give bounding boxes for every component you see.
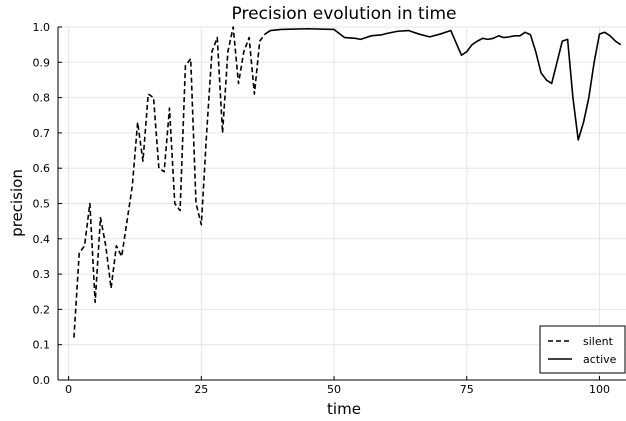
x-tick-label: 75 bbox=[460, 383, 474, 396]
y-tick-label: 1.0 bbox=[33, 21, 51, 34]
y-tick-label: 0.4 bbox=[33, 233, 51, 246]
y-tick-label: 0.6 bbox=[33, 162, 51, 175]
x-tick-label: 100 bbox=[589, 383, 610, 396]
y-tick-label: 0.2 bbox=[33, 303, 51, 316]
y-tick-label: 0.8 bbox=[33, 92, 51, 105]
series-line-silent bbox=[73, 26, 266, 338]
y-tick-label: 0.7 bbox=[33, 127, 51, 140]
x-tick-label: 25 bbox=[194, 383, 208, 396]
series-layer bbox=[73, 26, 622, 338]
legend: silent active bbox=[539, 325, 626, 374]
x-axis-title: time bbox=[327, 400, 361, 418]
legend-label-silent: silent bbox=[583, 335, 614, 348]
legend-box bbox=[539, 325, 626, 374]
axes: 0 25 50 75 100 0.0 0.1 0.2 0.3 0.4 0.5 0.6 0.7 0.8 0.9… bbox=[33, 21, 626, 396]
y-tick-label: 0.0 bbox=[33, 374, 51, 387]
x-tick-label: 50 bbox=[327, 383, 341, 396]
y-tick-label: 0.3 bbox=[33, 268, 51, 281]
series-line-active bbox=[264, 27, 622, 141]
legend-label-active: active bbox=[583, 353, 617, 366]
x-tick-label: 0 bbox=[65, 383, 72, 396]
y-tick-label: 0.1 bbox=[33, 339, 51, 352]
y-tick-label: 0.9 bbox=[33, 56, 51, 69]
y-axis-title: precision bbox=[8, 169, 26, 237]
chart-title: Precision evolution in time bbox=[232, 4, 457, 24]
y-tick-label: 0.5 bbox=[33, 198, 51, 211]
